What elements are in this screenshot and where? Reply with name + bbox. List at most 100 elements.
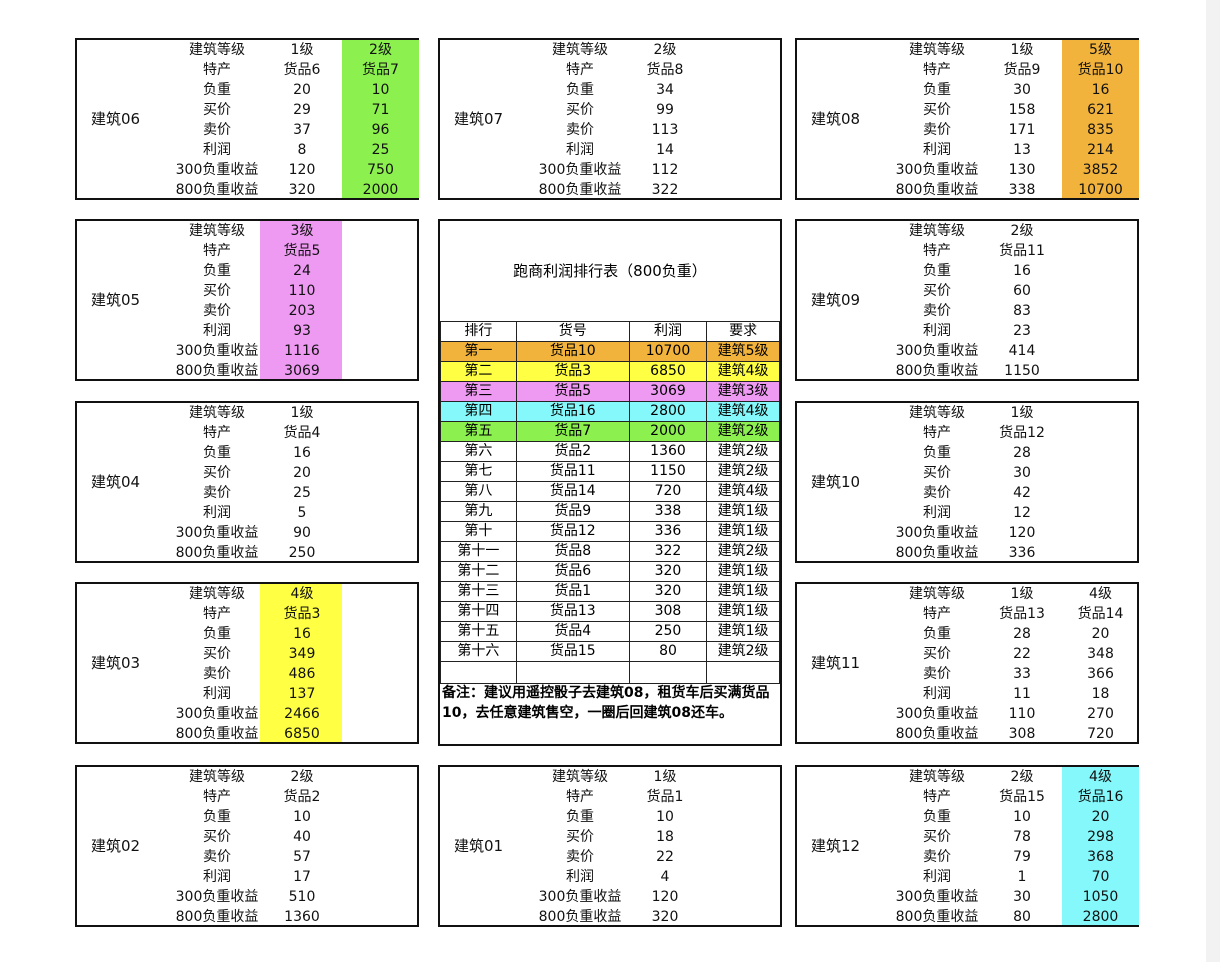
ranking-row: 第十五 货品4 250 建筑1级 xyxy=(440,621,780,642)
cell-value: 10700 xyxy=(1078,182,1123,198)
cell-value: 1级 xyxy=(290,405,314,421)
row-label: 利润 xyxy=(566,869,594,885)
ranking-row: 第十三 货品1 320 建筑1级 xyxy=(440,581,780,602)
row-label: 买价 xyxy=(566,102,594,118)
building-row: 800负重收益 250 xyxy=(77,543,417,563)
cell-value: 414 xyxy=(1008,343,1036,359)
ranking-row: 第十二 货品6 320 建筑1级 xyxy=(440,561,780,582)
row-label: 卖价 xyxy=(203,122,231,138)
building-row: 卖价 171 835 xyxy=(797,120,1137,140)
ranking-row: 第七 货品11 1150 建筑2级 xyxy=(440,461,780,482)
cell-value: 4级 xyxy=(1089,769,1112,785)
row-label: 建筑等级 xyxy=(189,223,245,239)
cell-value: 25 xyxy=(371,142,390,158)
cell-value: 110 xyxy=(288,283,316,299)
row-label: 800负重收益 xyxy=(895,726,979,742)
cell-value: 250 xyxy=(288,545,316,561)
building-row: 利润 8 25 xyxy=(77,140,417,160)
cell-value: 214 xyxy=(1087,142,1114,158)
building-card: 建筑09 建筑等级 2级 特产 货品11 负重 16 买价 60 卖价 83 利润 23 300负重收益 4… xyxy=(795,219,1139,381)
row-label: 买价 xyxy=(566,829,594,845)
building-row: 卖价 113 xyxy=(440,120,780,140)
building-row: 800负重收益 308 720 xyxy=(797,724,1137,744)
building-row: 卖价 42 xyxy=(797,483,1137,503)
building-name: 建筑09 xyxy=(811,291,861,309)
row-label: 买价 xyxy=(923,829,951,845)
cell-value: 24 xyxy=(293,263,311,279)
building-row: 卖价 37 96 xyxy=(77,120,417,140)
row-label: 负重 xyxy=(566,809,594,825)
row-label: 建筑等级 xyxy=(189,586,245,602)
building-row: 800负重收益 3069 xyxy=(77,361,417,381)
cell-value: 13 xyxy=(1013,142,1031,158)
row-label: 特产 xyxy=(923,425,951,441)
cell-value: 90 xyxy=(293,525,311,541)
cell-value: 1116 xyxy=(284,343,320,359)
cell-value: 8 xyxy=(297,142,307,158)
cell-value: 120 xyxy=(651,889,679,905)
row-label: 特产 xyxy=(923,243,951,259)
building-row: 特产 货品3 xyxy=(77,604,417,624)
cell-value: 171 xyxy=(1008,122,1036,138)
building-row: 卖价 33 366 xyxy=(797,664,1137,684)
row-label: 买价 xyxy=(203,829,231,845)
cell-value: 70 xyxy=(1091,869,1110,885)
row-label: 特产 xyxy=(923,789,951,805)
ranking-cell: 货品12 xyxy=(515,521,630,542)
row-label: 300负重收益 xyxy=(175,162,259,178)
building-row: 卖价 486 xyxy=(77,664,417,684)
row-label: 800负重收益 xyxy=(175,182,259,198)
ranking-cell: 货品9 xyxy=(515,501,630,522)
row-label: 负重 xyxy=(923,809,951,825)
building-card: 建筑12 建筑等级 2级 4级 特产 货品15 货品16 负重 10 20 买价 78 298 卖价 79 3… xyxy=(795,765,1139,927)
ranking-cell: 货品3 xyxy=(515,361,630,382)
ranking-cell: 货品13 xyxy=(515,601,630,622)
row-label: 利润 xyxy=(566,142,594,158)
row-label: 800负重收益 xyxy=(538,909,622,925)
building-row: 特产 货品4 xyxy=(77,423,417,443)
cell-value: 1级 xyxy=(290,42,314,58)
cell-value: 28 xyxy=(1013,626,1031,642)
building-row: 利润 4 xyxy=(440,867,780,887)
cell-value: 1级 xyxy=(1010,42,1034,58)
ranking-cell: 2800 xyxy=(628,401,708,422)
row-label: 负重 xyxy=(203,263,231,279)
ranking-cell: 第七 xyxy=(440,461,517,482)
row-label: 特产 xyxy=(566,789,594,805)
cell-value: 20 xyxy=(293,82,311,98)
row-label: 特产 xyxy=(203,606,231,622)
cell-value: 60 xyxy=(1013,283,1031,299)
row-label: 买价 xyxy=(923,465,951,481)
building-row: 建筑等级 2级 xyxy=(77,767,417,787)
cell-value: 货品4 xyxy=(283,425,321,441)
cell-value: 1150 xyxy=(1004,363,1040,379)
building-row: 特产 货品8 xyxy=(440,60,780,80)
cell-value: 货品7 xyxy=(362,62,399,78)
cell-value: 2800 xyxy=(1082,909,1119,925)
cell-value: 158 xyxy=(1008,102,1036,118)
cell-value: 货品14 xyxy=(1077,606,1124,622)
cell-value: 120 xyxy=(1008,525,1036,541)
building-row: 特产 货品2 xyxy=(77,787,417,807)
building-row: 建筑等级 1级 4级 xyxy=(797,584,1137,604)
ranking-row: 第一 货品10 10700 建筑5级 xyxy=(440,341,780,362)
building-row: 特产 货品15 货品16 xyxy=(797,787,1137,807)
cell-value: 10 xyxy=(371,82,390,98)
cell-value: 835 xyxy=(1087,122,1114,138)
cell-value: 20 xyxy=(1091,626,1110,642)
ranking-cell: 建筑1级 xyxy=(706,581,780,602)
cell-value: 113 xyxy=(651,122,679,138)
cell-value: 29 xyxy=(293,102,311,118)
cell-value: 1360 xyxy=(284,909,320,925)
row-label: 300负重收益 xyxy=(538,889,622,905)
row-label: 建筑等级 xyxy=(909,405,965,421)
building-row: 利润 23 xyxy=(797,321,1137,341)
building-row: 特产 货品5 xyxy=(77,241,417,261)
ranking-cell: 货品4 xyxy=(515,621,630,642)
empty-cell xyxy=(515,661,630,684)
ranking-header-row: 排行 货号 利润 要求 xyxy=(440,321,780,342)
cell-value: 10 xyxy=(293,809,311,825)
row-label: 300负重收益 xyxy=(175,343,259,359)
building-row: 建筑等级 3级 xyxy=(77,221,417,241)
building-row: 负重 10 xyxy=(440,807,780,827)
